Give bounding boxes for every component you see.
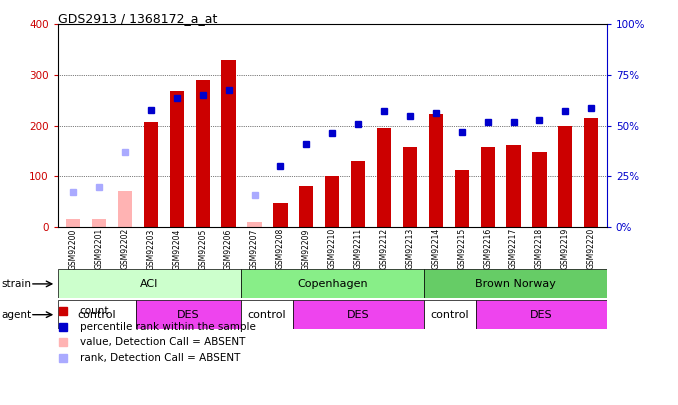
Bar (558, 126, 572, 227)
Text: DES: DES (177, 310, 200, 320)
Text: DES: DES (347, 310, 370, 320)
Bar (170, 91, 184, 227)
Text: rank, Detection Call = ABSENT: rank, Detection Call = ABSENT (79, 353, 240, 363)
Bar (273, 202, 287, 227)
Bar (92, 219, 106, 227)
Text: count: count (79, 307, 109, 316)
Text: Copenhagen: Copenhagen (297, 279, 367, 289)
Text: agent: agent (1, 310, 31, 320)
Bar (506, 145, 521, 227)
Bar (136, 300, 241, 329)
Bar (195, 80, 210, 227)
Bar (403, 147, 417, 227)
Bar (424, 300, 476, 329)
Bar (118, 192, 132, 227)
Text: percentile rank within the sample: percentile rank within the sample (79, 322, 256, 332)
Bar (532, 152, 546, 227)
Bar (481, 147, 495, 227)
Bar (144, 122, 158, 227)
Text: ACI: ACI (140, 279, 159, 289)
Text: strain: strain (1, 279, 31, 289)
Bar (66, 219, 80, 227)
Bar (584, 118, 599, 227)
Bar (247, 222, 262, 227)
Bar (377, 128, 391, 227)
Text: GDS2913 / 1368172_a_at: GDS2913 / 1368172_a_at (58, 12, 217, 25)
Text: control: control (77, 310, 116, 320)
Text: value, Detection Call = ABSENT: value, Detection Call = ABSENT (79, 337, 245, 347)
Bar (241, 269, 424, 298)
Text: control: control (247, 310, 286, 320)
Bar (476, 300, 607, 329)
Bar (299, 186, 313, 227)
Bar (293, 300, 424, 329)
Bar (58, 300, 136, 329)
Text: control: control (431, 310, 469, 320)
Text: Brown Norway: Brown Norway (475, 279, 556, 289)
Bar (58, 269, 241, 298)
Bar (455, 170, 469, 227)
Bar (325, 176, 340, 227)
Bar (241, 300, 293, 329)
Bar (424, 269, 607, 298)
Text: DES: DES (530, 310, 553, 320)
Bar (428, 114, 443, 227)
Bar (222, 60, 236, 227)
Bar (351, 161, 365, 227)
